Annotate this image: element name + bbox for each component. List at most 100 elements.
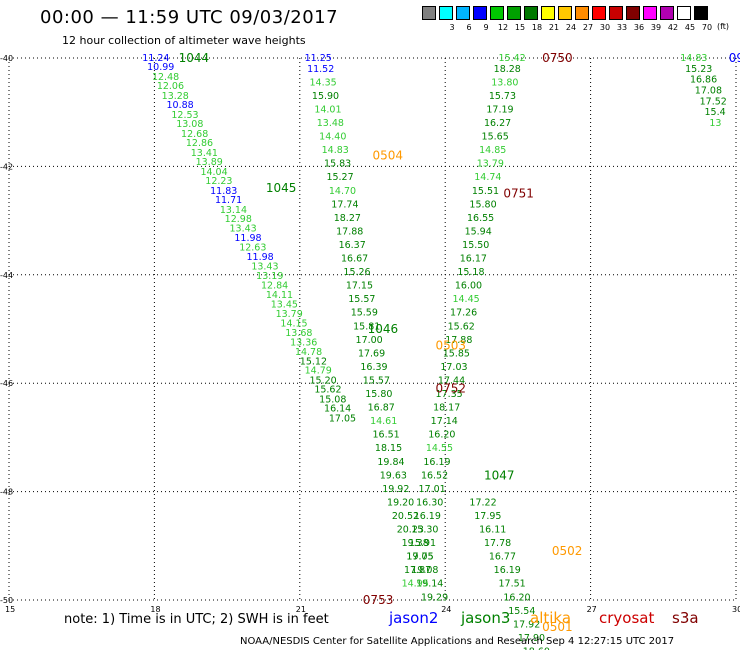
wave-height-value: 17.19 [486,104,513,115]
wave-height-value: 15.91 [409,538,436,549]
color-scale-label: 30 [599,23,611,32]
pass-id-label: 0750 [542,51,573,65]
pass-id-label: 1044 [179,51,210,65]
wave-height-value: 16.11 [479,525,506,536]
color-scale-swatch [558,6,572,20]
wave-height-value: 17.88 [336,226,363,237]
lat-tick-label: -40 [0,54,13,63]
wave-height-value: 18.17 [433,403,460,414]
color-scale-label: 27 [582,23,594,32]
wave-height-value: 15.62 [314,385,341,396]
color-scale-swatch [643,6,657,20]
color-scale-label: 33 [616,23,628,32]
wave-height-value: 15.80 [469,199,496,210]
color-scale-units: (ft) [717,22,730,31]
wave-height-value: 14.40 [319,132,346,143]
wave-height-value: 10.88 [167,100,194,111]
pass-id-label: 0752 [436,382,467,396]
pass-id-label: 1045 [266,181,297,195]
color-scale-label: 36 [633,23,645,32]
wave-height-value: 15.57 [363,375,390,386]
color-scale-label: 21 [548,23,560,32]
color-scale-swatch [575,6,589,20]
pass-id-label: 0753 [363,593,394,607]
wave-height-value: 16.27 [484,118,511,129]
pass-id-label: 0751 [503,187,534,201]
lon-tick-label: 24 [441,605,451,614]
wave-height-value: 19.63 [380,470,407,481]
color-scale-swatch [507,6,521,20]
wave-height-value: 16.87 [368,403,395,414]
wave-height-value: 15.50 [462,240,489,251]
wave-height-value: 13 [709,118,721,129]
wave-height-value: 17.15 [346,281,373,292]
wave-height-value: 14.85 [479,145,506,156]
footer-note: note: 1) Time is in UTC; 2) SWH is in fe… [64,612,329,627]
wave-height-value: 18.28 [494,64,521,75]
color-scale-swatch [660,6,674,20]
wave-height-value: 15.65 [482,132,509,143]
wave-height-value: 13.48 [317,118,344,129]
wave-height-value: 16.86 [690,75,717,86]
wave-height-value: 12.84 [261,281,288,292]
wave-height-value: 16.17 [460,254,487,265]
wave-height-value: 13.89 [196,157,223,168]
color-scale-swatch [422,6,436,20]
wave-height-value: 14.45 [452,294,479,305]
wave-height-value: 13.28 [162,91,189,102]
wave-height-value: 18.27 [334,213,361,224]
wave-height-value: 19.38 [402,538,429,549]
page-title: 00:00 — 11:59 UTC 09/03/2017 [40,7,339,28]
wave-height-value: 17.44 [438,375,465,386]
wave-height-value: 15.42 [499,53,526,64]
wave-height-value: 14.74 [474,172,501,183]
wave-height-value: 15.83 [324,159,351,170]
wave-height-value: 13.41 [191,148,218,159]
wave-height-value: 13.14 [220,205,247,216]
wave-height-value: 17.22 [469,497,496,508]
wave-height-value: 15.23 [685,64,712,75]
color-scale-label: 45 [684,23,696,32]
wave-height-value: 15.94 [465,226,492,237]
wave-height-value: 17.01 [419,484,446,495]
wave-height-value: 17.95 [474,511,501,522]
wave-height-value: 19.84 [377,457,404,468]
wave-height-value: 16.20 [428,430,455,441]
color-scale-label: 12 [497,23,509,32]
color-scale-swatch [626,6,640,20]
wave-height-value: 19.20 [387,497,414,508]
wave-height-value: 13.36 [290,338,317,349]
wave-height-value: 14.11 [266,290,293,301]
wave-height-value: 12.86 [186,138,213,149]
wave-height-value: 14.35 [309,77,336,88]
wave-height-value: 15.20 [309,375,336,386]
lat-tick-label: -50 [0,596,13,605]
wave-height-value: 16.37 [339,240,366,251]
pass-id-label: 1047 [484,468,515,482]
color-scale-label: 70 [701,23,713,32]
lon-tick-label: 21 [296,605,306,614]
wave-height-value: 16.39 [360,362,387,373]
wave-height-value: 16.00 [455,281,482,292]
wave-height-value: 15.08 [319,394,346,405]
wave-height-value: 15.90 [312,91,339,102]
wave-height-value: 14.55 [426,443,453,454]
wave-height-value: 17.26 [450,308,477,319]
wave-height-value: 17.03 [440,362,467,373]
wave-height-value: 17.14 [431,416,458,427]
wave-height-value: 16.20 [503,592,530,603]
color-scale-swatch [677,6,691,20]
color-scale-swatch [490,6,504,20]
wave-height-value: 17.05 [406,552,433,563]
wave-height-value: 11.25 [305,53,332,64]
wave-height-value: 17.87 [404,565,431,576]
wave-height-value: 13.68 [285,328,312,339]
wave-height-value: 17.05 [329,413,356,424]
lon-tick-label: 30 [732,605,740,614]
wave-height-value: 15.57 [348,294,375,305]
wave-height-value: 13.43 [251,262,278,273]
wave-height-value: 15.18 [457,267,484,278]
lat-tick-label: -42 [0,162,13,171]
wave-height-value: 17.90 [518,633,545,644]
